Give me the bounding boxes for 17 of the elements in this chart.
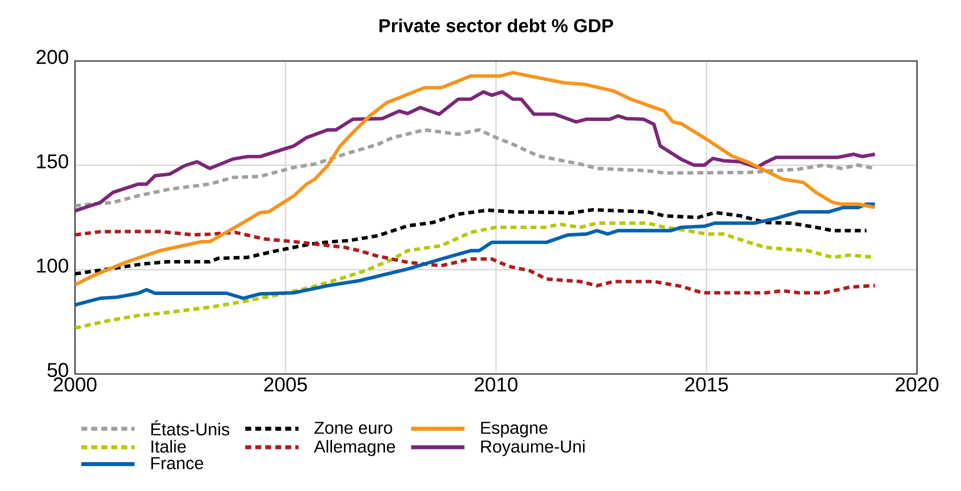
x-tick-label: 2020 — [896, 377, 938, 392]
legend-label: Allemagne — [314, 440, 395, 456]
legend-label: Royaume-Uni — [481, 440, 585, 456]
legend-label: Espagne — [481, 422, 548, 438]
y-tick-label: 50 — [48, 362, 68, 378]
legend-label: Zone euro — [314, 422, 392, 434]
x-tick-label: 2010 — [474, 377, 518, 392]
y-tick-label: 200 — [36, 50, 68, 64]
x-tick-label: 2005 — [264, 377, 307, 392]
chart-title: Private sector debt % GDP — [380, 18, 614, 32]
x-tick-label: 2000 — [54, 377, 96, 392]
legend-label: Italie — [152, 440, 186, 453]
legend-label: France — [151, 457, 204, 470]
y-tick-label: 100 — [37, 258, 68, 273]
x-tick-label: 2015 — [685, 377, 728, 392]
y-tick-label: 150 — [37, 154, 68, 168]
legend-label: États-Unis — [151, 420, 230, 436]
